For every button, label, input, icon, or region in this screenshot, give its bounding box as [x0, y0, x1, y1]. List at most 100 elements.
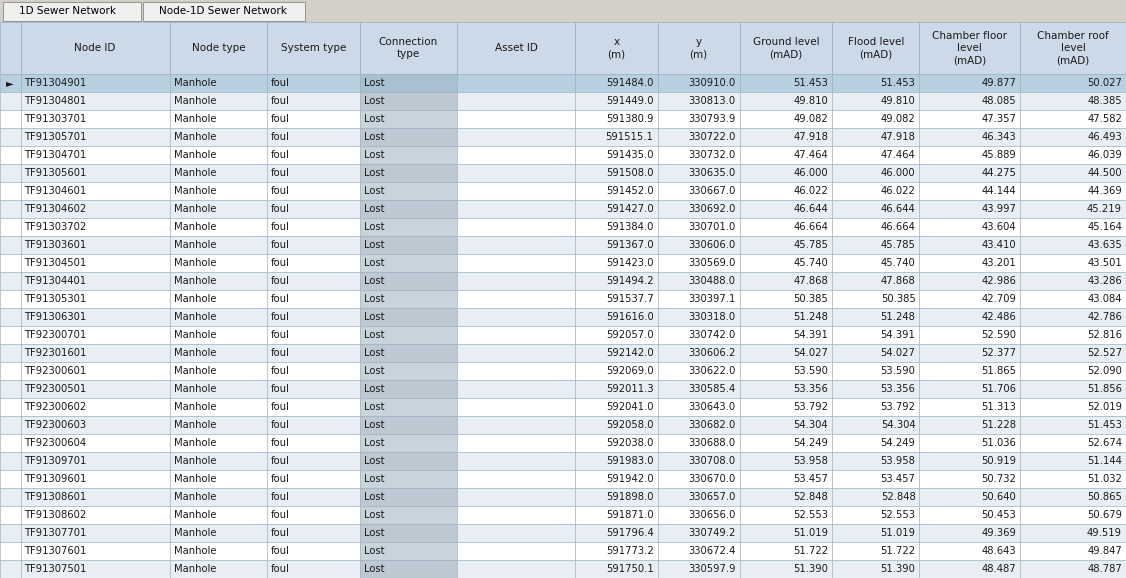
Bar [359, 452, 457, 470]
Bar [575, 542, 658, 560]
Bar [740, 128, 832, 146]
Text: 46.664: 46.664 [881, 222, 915, 232]
Text: 48.643: 48.643 [982, 546, 1016, 556]
Bar [0, 22, 20, 74]
Bar [359, 362, 457, 380]
Bar [575, 344, 658, 362]
Bar [832, 344, 920, 362]
Text: TF91304801: TF91304801 [25, 96, 87, 106]
Text: TF91309601: TF91309601 [25, 474, 87, 484]
Bar [359, 506, 457, 524]
Bar [575, 380, 658, 398]
Bar [267, 92, 359, 110]
Text: 54.249: 54.249 [881, 438, 915, 448]
Text: 330318.0: 330318.0 [689, 312, 735, 322]
Bar [740, 290, 832, 308]
Bar [457, 92, 575, 110]
Bar [20, 200, 170, 218]
Text: Node ID: Node ID [74, 43, 116, 53]
Bar [170, 236, 267, 254]
Text: 330793.9: 330793.9 [688, 114, 735, 124]
Bar [267, 524, 359, 542]
Bar [20, 74, 170, 92]
Text: Lost: Lost [364, 420, 384, 430]
Text: 330749.2: 330749.2 [688, 528, 735, 538]
Text: Manhole: Manhole [173, 546, 216, 556]
Text: 53.356: 53.356 [881, 384, 915, 394]
Bar [740, 218, 832, 236]
Text: 50.385: 50.385 [794, 294, 828, 304]
Bar [658, 542, 740, 560]
Text: TF91304901: TF91304901 [25, 78, 87, 88]
Bar [740, 542, 832, 560]
Bar [658, 560, 740, 578]
Bar [658, 452, 740, 470]
Text: 330635.0: 330635.0 [688, 168, 735, 178]
Bar [0, 92, 20, 110]
Text: 591427.0: 591427.0 [606, 204, 653, 214]
Text: Lost: Lost [364, 186, 384, 196]
Bar [920, 218, 1020, 236]
Text: Manhole: Manhole [173, 348, 216, 358]
Bar [170, 452, 267, 470]
Text: foul: foul [271, 492, 291, 502]
Text: foul: foul [271, 114, 291, 124]
Bar [1020, 362, 1126, 380]
Bar [1020, 22, 1126, 74]
Text: foul: foul [271, 294, 291, 304]
Text: 591380.9: 591380.9 [606, 114, 653, 124]
Bar [920, 488, 1020, 506]
Text: 592041.0: 592041.0 [606, 402, 653, 412]
Text: 330688.0: 330688.0 [689, 438, 735, 448]
Text: 591452.0: 591452.0 [606, 186, 653, 196]
Text: 592011.3: 592011.3 [606, 384, 653, 394]
Text: 330667.0: 330667.0 [688, 186, 735, 196]
Bar [920, 182, 1020, 200]
Bar [740, 560, 832, 578]
Bar [832, 542, 920, 560]
Text: TF91304501: TF91304501 [25, 258, 87, 268]
Bar [457, 146, 575, 164]
Text: 51.313: 51.313 [981, 402, 1016, 412]
Bar [457, 362, 575, 380]
Text: Manhole: Manhole [173, 204, 216, 214]
Bar [20, 110, 170, 128]
Bar [457, 22, 575, 74]
Bar [457, 164, 575, 182]
Text: Manhole: Manhole [173, 492, 216, 502]
Text: Lost: Lost [364, 546, 384, 556]
Text: 330397.1: 330397.1 [688, 294, 735, 304]
Bar [575, 254, 658, 272]
Bar [832, 254, 920, 272]
Text: 591449.0: 591449.0 [606, 96, 653, 106]
Text: 42.786: 42.786 [1087, 312, 1121, 322]
Text: foul: foul [271, 402, 291, 412]
Bar [832, 128, 920, 146]
Bar [0, 200, 20, 218]
Text: 43.201: 43.201 [982, 258, 1016, 268]
Text: 592057.0: 592057.0 [606, 330, 653, 340]
Text: TF92300604: TF92300604 [25, 438, 87, 448]
Text: 330606.2: 330606.2 [688, 348, 735, 358]
Bar [832, 416, 920, 434]
Text: 591515.1: 591515.1 [606, 132, 653, 142]
Text: 51.036: 51.036 [981, 438, 1016, 448]
Bar [20, 416, 170, 434]
Text: 51.248: 51.248 [881, 312, 915, 322]
Text: 591750.1: 591750.1 [606, 564, 653, 574]
Bar [170, 560, 267, 578]
Bar [575, 434, 658, 452]
Bar [170, 344, 267, 362]
Bar [1020, 560, 1126, 578]
Text: 591423.0: 591423.0 [606, 258, 653, 268]
Bar [267, 290, 359, 308]
Bar [1020, 290, 1126, 308]
Text: 52.816: 52.816 [1087, 330, 1121, 340]
Text: 591384.0: 591384.0 [606, 222, 653, 232]
Bar [658, 470, 740, 488]
Text: 51.453: 51.453 [881, 78, 915, 88]
Bar [740, 362, 832, 380]
Text: 50.385: 50.385 [881, 294, 915, 304]
Bar [20, 254, 170, 272]
Bar [1020, 74, 1126, 92]
